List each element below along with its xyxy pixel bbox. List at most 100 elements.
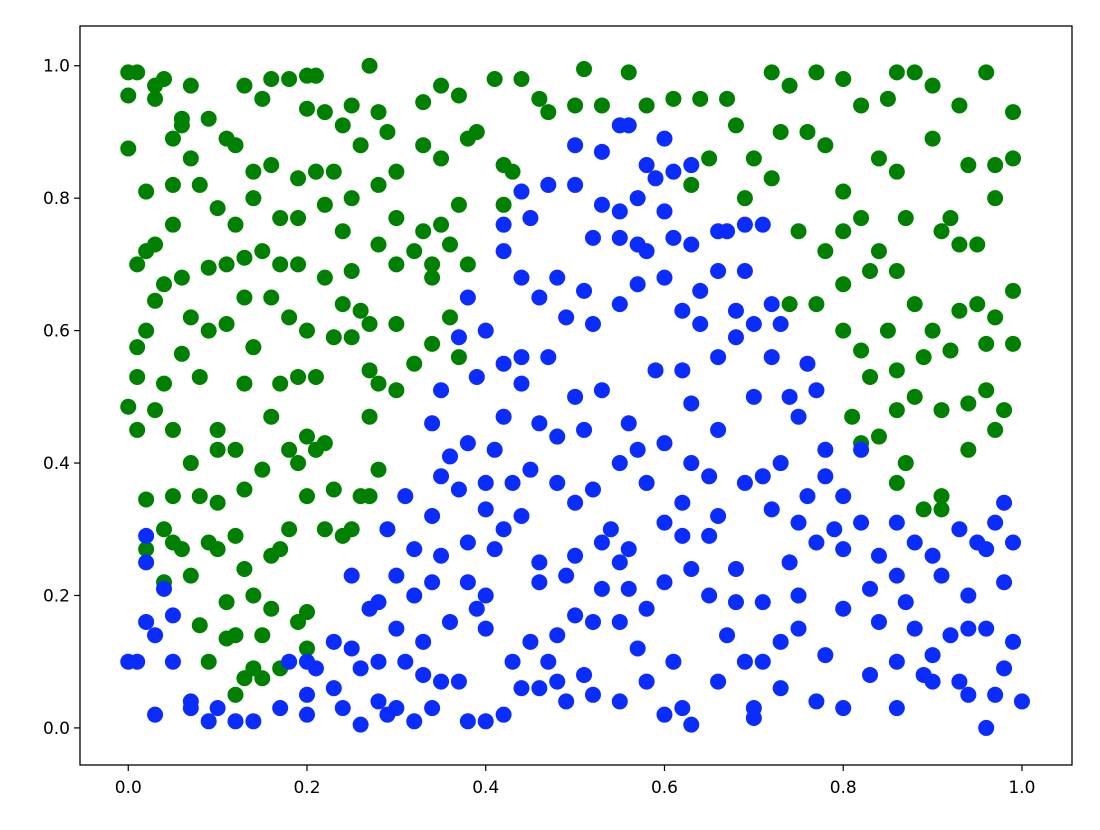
data-point — [504, 163, 521, 180]
data-point — [736, 190, 753, 207]
data-point — [254, 461, 271, 478]
data-point — [611, 613, 628, 630]
data-point — [835, 322, 852, 339]
data-point — [549, 269, 566, 286]
data-point — [370, 375, 387, 392]
data-point — [611, 296, 628, 313]
data-point — [397, 488, 414, 505]
data-point — [772, 455, 789, 472]
data-point — [727, 329, 744, 346]
data-point — [254, 627, 271, 644]
data-point — [629, 236, 646, 253]
data-point — [459, 435, 476, 452]
data-point — [683, 236, 700, 253]
data-point — [683, 157, 700, 174]
data-point — [513, 349, 530, 366]
data-point — [316, 196, 333, 213]
data-point — [495, 196, 512, 213]
data-point — [924, 322, 941, 339]
data-point — [870, 150, 887, 167]
data-point — [862, 580, 879, 597]
data-point — [584, 481, 601, 498]
data-point — [549, 428, 566, 445]
data-point — [352, 137, 369, 154]
data-point — [147, 706, 164, 723]
data-point — [584, 686, 601, 703]
data-point — [719, 627, 736, 644]
data-point — [352, 716, 369, 733]
data-point — [951, 521, 968, 538]
data-point — [424, 415, 441, 432]
data-point — [629, 190, 646, 207]
data-point — [441, 309, 458, 326]
data-point — [888, 474, 905, 491]
data-point — [182, 150, 199, 167]
data-point — [343, 97, 360, 114]
data-point — [584, 613, 601, 630]
data-point — [138, 322, 155, 339]
data-point — [495, 243, 512, 260]
data-point — [147, 292, 164, 309]
data-point — [942, 210, 959, 227]
x-tick-label: 0.4 — [472, 778, 499, 798]
data-point — [433, 150, 450, 167]
data-point — [236, 289, 253, 306]
y-tick-label: 0.8 — [43, 189, 70, 209]
data-point — [674, 494, 691, 511]
data-point — [701, 587, 718, 604]
data-point — [835, 70, 852, 87]
data-point — [298, 640, 315, 657]
data-point — [888, 514, 905, 531]
y-tick-label: 0.0 — [43, 719, 70, 739]
data-point — [799, 488, 816, 505]
data-point — [388, 700, 405, 717]
data-point — [218, 630, 235, 647]
data-point — [853, 210, 870, 227]
data-point — [710, 223, 727, 240]
data-point — [388, 163, 405, 180]
data-point — [1005, 150, 1022, 167]
data-point — [906, 296, 923, 313]
data-point — [897, 455, 914, 472]
data-point — [138, 613, 155, 630]
data-point — [164, 534, 181, 551]
data-point — [1005, 633, 1022, 650]
data-point — [674, 302, 691, 319]
data-point — [325, 329, 342, 346]
data-point — [978, 382, 995, 399]
data-point — [388, 210, 405, 227]
data-point — [674, 700, 691, 717]
data-point — [558, 693, 575, 710]
data-point — [602, 521, 619, 538]
data-point — [459, 713, 476, 730]
data-point — [477, 501, 494, 518]
data-point — [352, 660, 369, 677]
data-point — [236, 375, 253, 392]
data-point — [147, 402, 164, 419]
y-tick-label: 1.0 — [43, 57, 70, 77]
data-point — [611, 693, 628, 710]
data-point — [879, 322, 896, 339]
data-point — [987, 309, 1004, 326]
data-point — [808, 693, 825, 710]
data-point — [987, 190, 1004, 207]
data-point — [263, 70, 280, 87]
data-point — [584, 229, 601, 246]
data-point — [343, 640, 360, 657]
data-point — [486, 441, 503, 458]
data-point — [567, 97, 584, 114]
y-tick-label: 0.4 — [43, 454, 70, 474]
data-point — [245, 660, 262, 677]
data-point — [701, 150, 718, 167]
data-point — [361, 600, 378, 617]
data-point — [513, 183, 530, 200]
data-point — [727, 117, 744, 134]
data-point — [263, 600, 280, 617]
data-point — [164, 216, 181, 233]
data-point — [477, 322, 494, 339]
data-point — [710, 673, 727, 690]
data-point — [710, 349, 727, 366]
data-point — [817, 137, 834, 154]
data-point — [772, 123, 789, 140]
data-point — [924, 647, 941, 664]
